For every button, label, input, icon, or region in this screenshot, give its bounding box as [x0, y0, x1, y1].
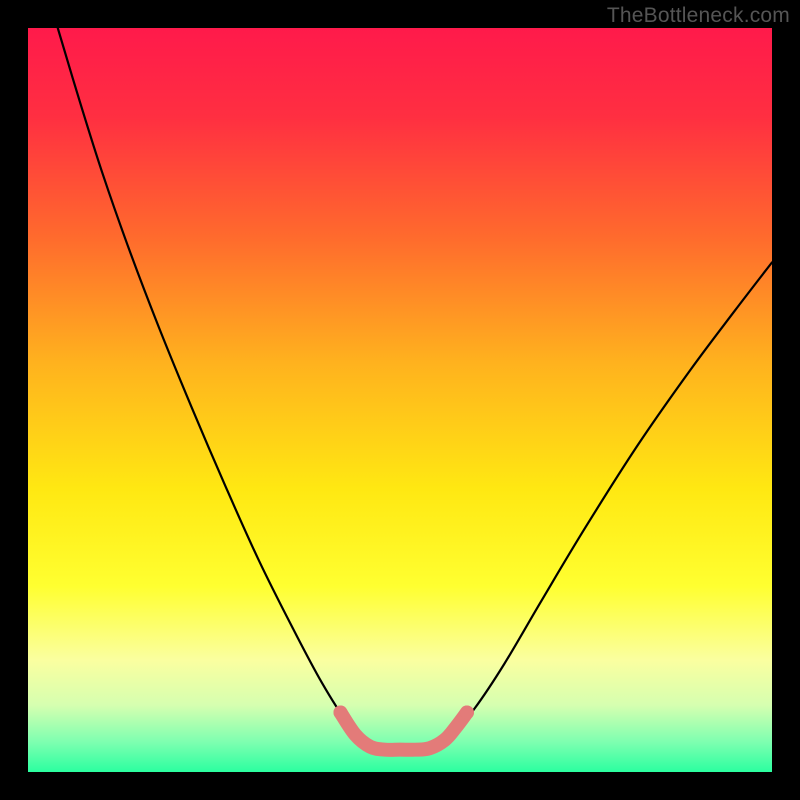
plot-area — [28, 28, 772, 772]
gradient-background — [28, 28, 772, 772]
watermark-text: TheBottleneck.com — [607, 4, 790, 28]
chart-outer-frame: TheBottleneck.com — [0, 0, 800, 800]
highlight-dot — [460, 705, 474, 719]
highlight-dot — [333, 705, 347, 719]
plot-svg — [28, 28, 772, 772]
